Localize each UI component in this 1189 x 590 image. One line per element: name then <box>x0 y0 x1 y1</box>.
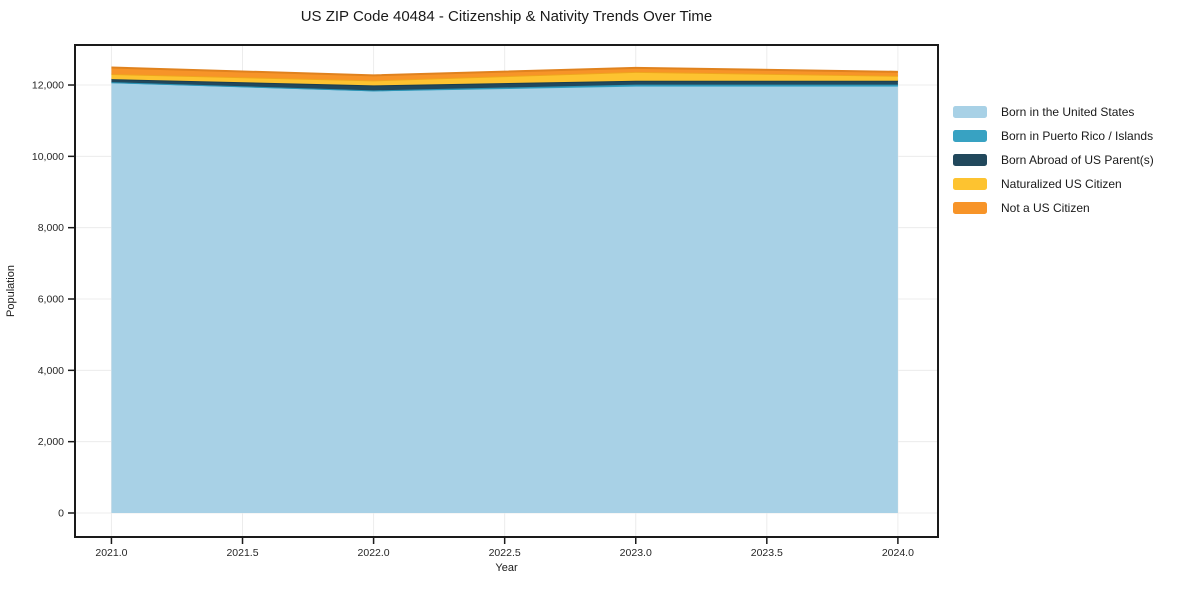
legend-item: Born in the United States <box>953 100 1154 124</box>
area-not-a-us-citizen <box>111 67 898 81</box>
legend-item: Born Abroad of US Parent(s) <box>953 148 1154 172</box>
y-tick-label: 6,000 <box>38 294 64 306</box>
legend-swatch <box>953 202 987 214</box>
x-tick-label: 2021.0 <box>95 547 127 559</box>
x-tick-label: 2023.5 <box>751 547 783 559</box>
y-tick-label: 10,000 <box>32 151 64 163</box>
legend-label: Born Abroad of US Parent(s) <box>1001 153 1154 167</box>
chart-title: US ZIP Code 40484 - Citizenship & Nativi… <box>300 8 713 25</box>
y-tick-label: 2,000 <box>38 436 64 448</box>
x-tick-label: 2022.5 <box>489 547 521 559</box>
y-tick-label: 12,000 <box>32 80 64 92</box>
x-axis-label: Year <box>495 562 518 574</box>
area-born-in-the-united-states <box>111 83 898 513</box>
legend-item: Naturalized US Citizen <box>953 172 1154 196</box>
legend-swatch <box>953 106 987 118</box>
y-axis-label: Population <box>5 265 17 317</box>
x-tick-label: 2022.0 <box>358 547 390 559</box>
plot-frame <box>74 44 939 538</box>
x-tick-label: 2021.5 <box>226 547 258 559</box>
area-top-line <box>111 82 898 93</box>
y-tick-label: 4,000 <box>38 365 64 377</box>
area-naturalized-us-citizen <box>111 71 898 86</box>
legend-swatch <box>953 154 987 166</box>
area-top-line <box>111 70 898 82</box>
legend-label: Naturalized US Citizen <box>1001 177 1122 191</box>
legend-label: Born in the United States <box>1001 105 1135 119</box>
y-tick-label: 8,000 <box>38 222 64 234</box>
x-tick-label: 2023.0 <box>620 547 652 559</box>
y-tick-label: 0 <box>58 507 64 519</box>
area-top-line <box>111 66 898 77</box>
legend: Born in the United States Born in Puerto … <box>953 100 1154 220</box>
legend-label: Born in Puerto Rico / Islands <box>1001 129 1154 143</box>
area-born-abroad-of-us-parent-s- <box>111 79 898 91</box>
legend-item: Born in Puerto Rico / Islands <box>953 124 1154 148</box>
x-tick-label: 2024.0 <box>882 547 914 559</box>
legend-swatch <box>953 130 987 142</box>
legend-item: Not a US Citizen <box>953 196 1154 220</box>
legend-label: Not a US Citizen <box>1001 201 1090 215</box>
legend-swatch <box>953 178 987 190</box>
